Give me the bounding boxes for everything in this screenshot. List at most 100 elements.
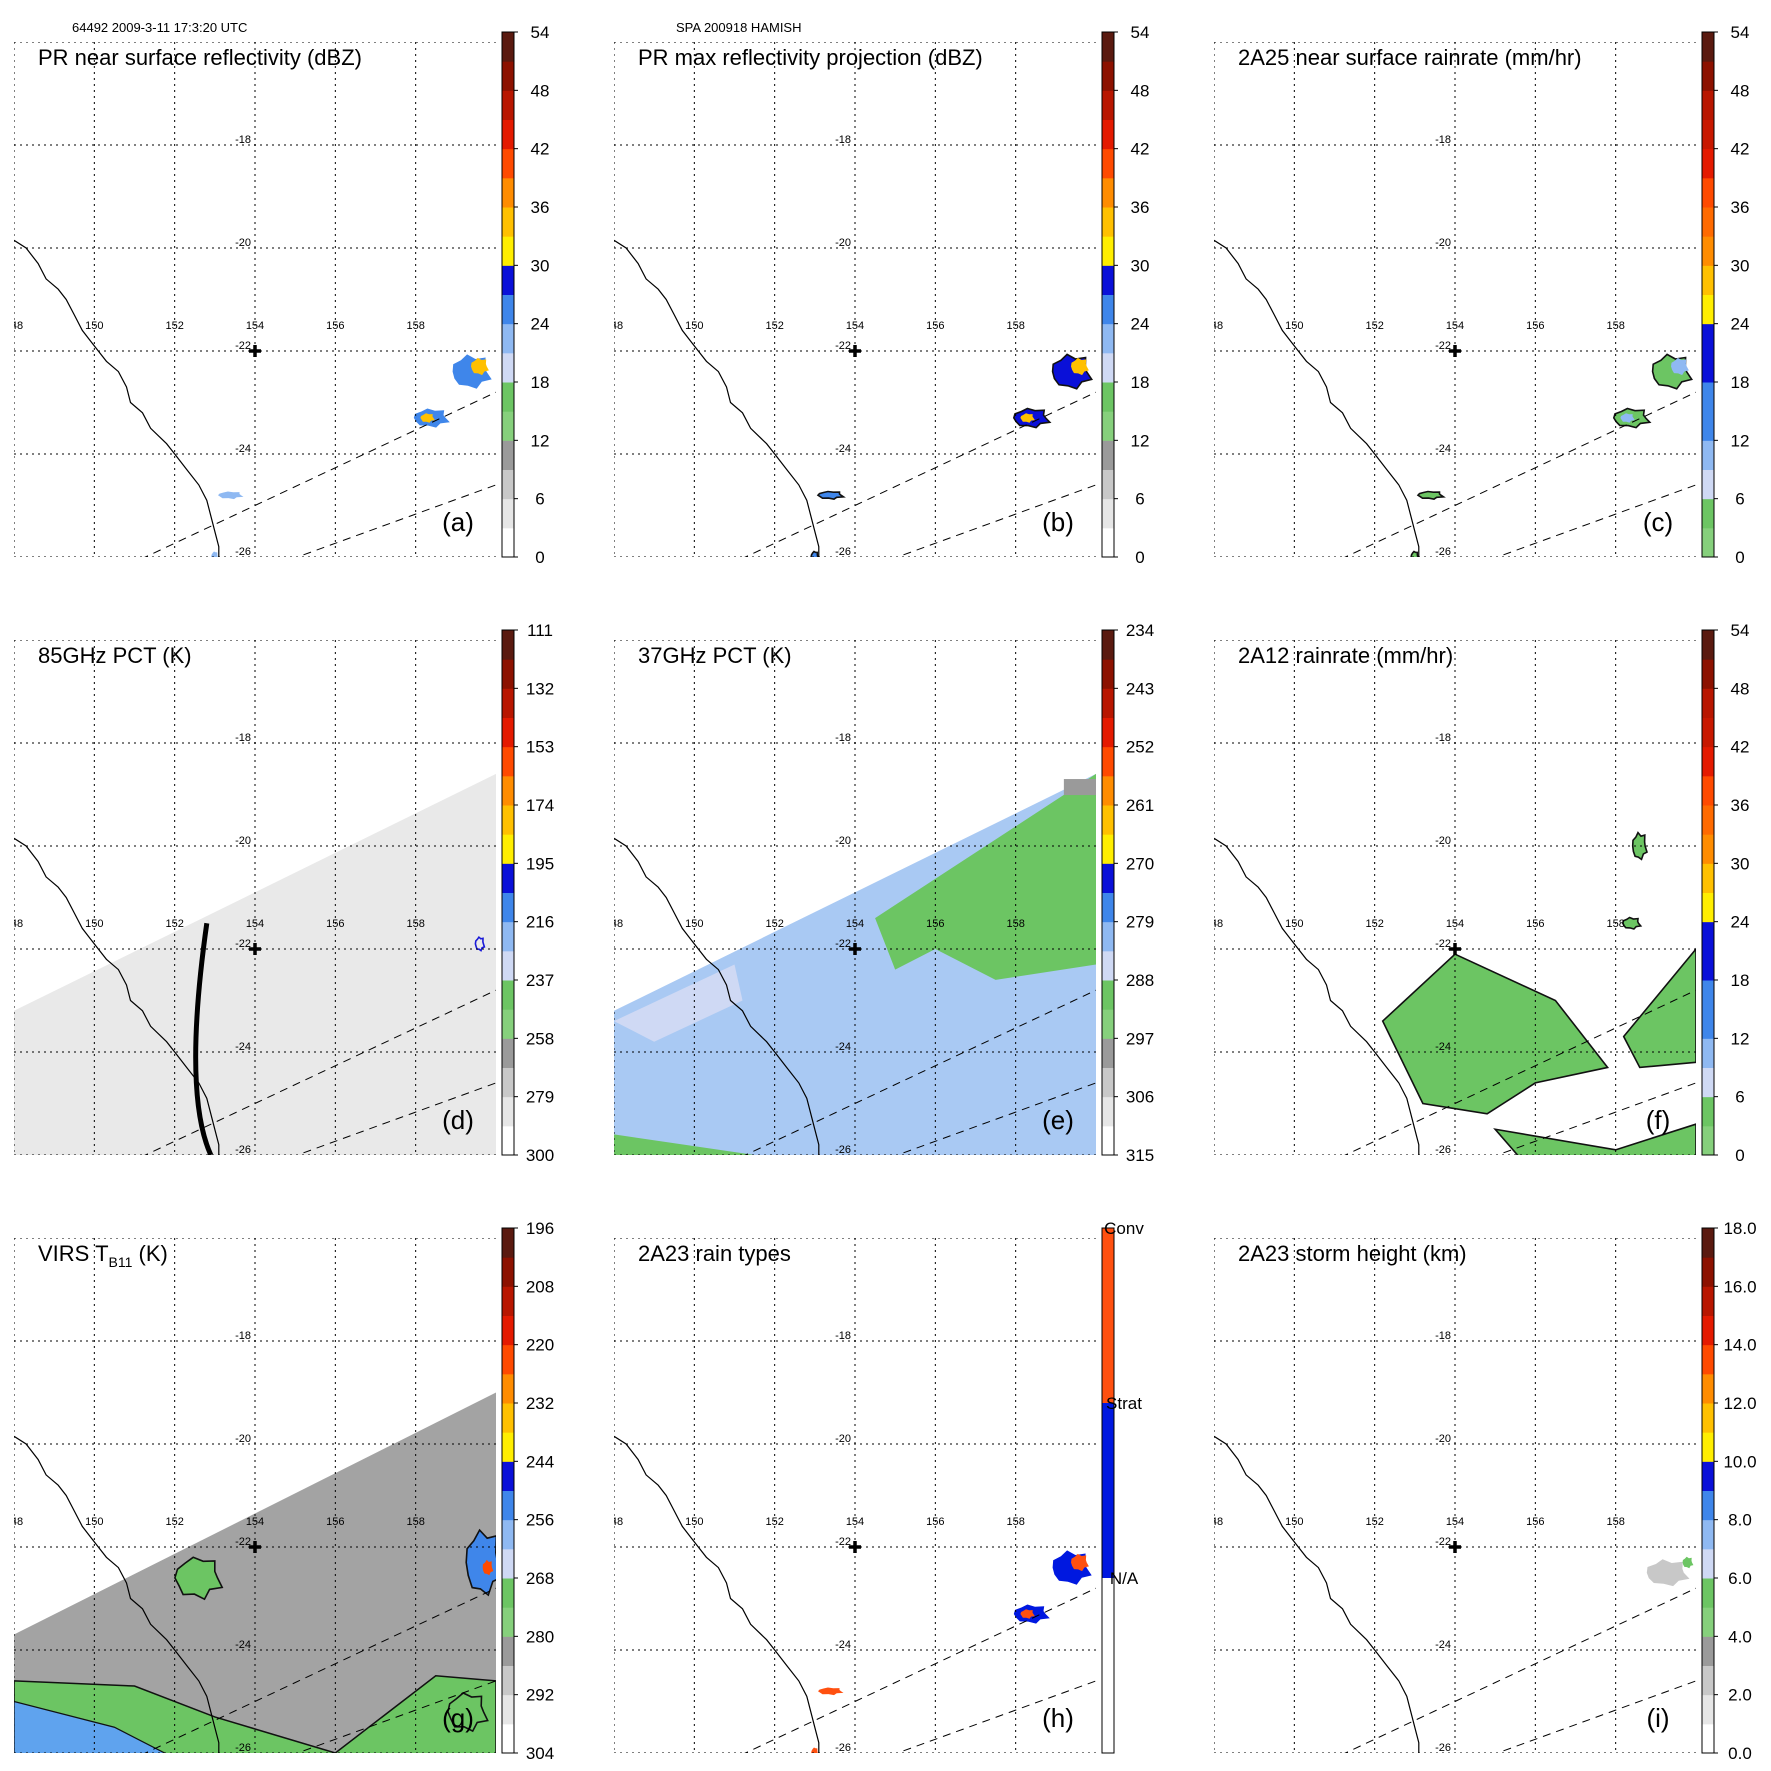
storm-center-marker bbox=[1449, 1541, 1461, 1553]
colorbar-label: 18.0 bbox=[1723, 1219, 1756, 1238]
rain-cell bbox=[1643, 1228, 1668, 1247]
latitude-label: -18 bbox=[235, 1330, 251, 1342]
longitude-label: 154 bbox=[846, 918, 864, 930]
panel-f: 148 150 152 154 156 158 -16 -18 -20 -22 -24 -26 2A12… bbox=[1205, 621, 1750, 1247]
colorbar-label: 36 bbox=[1131, 198, 1150, 217]
green-region bbox=[875, 773, 1096, 980]
colorbar-segment bbox=[1702, 1461, 1714, 1491]
latitude-label: -26 bbox=[1435, 1742, 1451, 1754]
colorbar-label: 6 bbox=[535, 490, 544, 509]
colorbar-segment bbox=[1702, 61, 1714, 91]
colorbar-label: 54 bbox=[531, 23, 550, 42]
colorbar-segment bbox=[502, 1257, 514, 1287]
rain-cell bbox=[1620, 413, 1635, 423]
rain-cell bbox=[811, 1747, 818, 1753]
rain-cell bbox=[1621, 916, 1643, 930]
longitude-label: 152 bbox=[1365, 1516, 1383, 1528]
colorbar-segment bbox=[502, 90, 514, 120]
colorbar-segment bbox=[1702, 1373, 1714, 1404]
rain-cell bbox=[777, 1767, 795, 1771]
panel-c-map: 148 150 152 154 156 158 -16 -18 -20 -22 -24 -26 bbox=[1214, 31, 1696, 557]
panel-g: 148 150 152 154 156 158 -16 -18 -20 -22 -24 -26 VIRS… bbox=[14, 1219, 554, 1763]
colorbar-segment bbox=[502, 1286, 514, 1316]
longitude-label: 152 bbox=[1365, 918, 1383, 930]
colorbar-label: 306 bbox=[1126, 1088, 1154, 1107]
latitude-label: -20 bbox=[235, 835, 251, 847]
colorbar: 304 292 280 268 256 244 232 220 208 196 bbox=[501, 1219, 554, 1763]
colorbar-label: 54 bbox=[1131, 23, 1150, 42]
panel-letter: (h) bbox=[1042, 1703, 1074, 1733]
longitude-label: 158 bbox=[406, 918, 424, 930]
colorbar-label: 279 bbox=[526, 1088, 554, 1107]
panel-e: 148 150 152 154 156 158 -16 -18 -20 -22 -24 -26 37GH… bbox=[614, 621, 1154, 1165]
colorbar-segment bbox=[502, 659, 514, 689]
rain-cell bbox=[1410, 550, 1419, 557]
longitude-label: 156 bbox=[326, 1516, 344, 1528]
longitude-label: 154 bbox=[1446, 918, 1464, 930]
latitude-label: -22 bbox=[235, 340, 251, 352]
longitude-label: 156 bbox=[1526, 1516, 1544, 1528]
colorbar-label: 18 bbox=[531, 373, 550, 392]
colorbar-segment bbox=[1702, 1125, 1714, 1156]
title-subscript: B11 bbox=[109, 1254, 133, 1270]
colorbar-segment bbox=[1702, 1096, 1714, 1127]
longitude-label: 148 bbox=[5, 918, 23, 930]
colorbar-segment bbox=[502, 265, 514, 295]
longitude-label: 152 bbox=[165, 918, 183, 930]
latitude-label: -24 bbox=[1435, 1041, 1451, 1053]
colorbar-label: 4.0 bbox=[1728, 1627, 1752, 1646]
colorbar: 0 6 12 18 24 30 36 42 48 54 bbox=[1701, 23, 1750, 567]
colorbar-label: 208 bbox=[526, 1277, 554, 1296]
panel-b-map: 148 150 152 154 156 158 -16 -18 -20 -22 -24 -26 bbox=[614, 31, 1096, 558]
panel-letter: (a) bbox=[442, 507, 474, 537]
latitude-label: -16 bbox=[1435, 31, 1451, 43]
colorbar-segment bbox=[1702, 236, 1714, 266]
latitude-label: -22 bbox=[235, 1536, 251, 1548]
rain-cell bbox=[218, 491, 244, 500]
colorbar-label: 18 bbox=[1731, 373, 1750, 392]
colorbar-segment bbox=[502, 1490, 514, 1521]
latitude-label: -16 bbox=[835, 31, 851, 43]
colorbar-label: 12 bbox=[531, 431, 550, 450]
rain-cell bbox=[465, 1528, 496, 1597]
longitude-label: 158 bbox=[1006, 918, 1024, 930]
panel-c: 148 150 152 154 156 158 -16 -18 -20 -22 -24 -26 2A25… bbox=[1214, 23, 1750, 567]
colorbar-segment bbox=[1702, 1694, 1714, 1725]
longitude-label: 158 bbox=[1006, 320, 1024, 332]
coastline bbox=[614, 1435, 820, 1753]
coastline bbox=[14, 239, 220, 557]
colorbar-label: 132 bbox=[526, 679, 554, 698]
colorbar-segment bbox=[1702, 834, 1714, 864]
colorbar-segment bbox=[502, 148, 514, 179]
colorbar-segment bbox=[502, 469, 514, 500]
longitude-label: 158 bbox=[1006, 1516, 1024, 1528]
colorbar-segment bbox=[1102, 1038, 1114, 1068]
latitude-label: -20 bbox=[835, 1433, 851, 1445]
rain-cell bbox=[1071, 357, 1089, 376]
colorbar-label: 232 bbox=[526, 1394, 554, 1413]
colorbar-segment bbox=[1702, 688, 1714, 718]
colorbar-segment bbox=[502, 411, 514, 441]
colorbar-segment bbox=[502, 746, 514, 777]
colorbar-segment bbox=[1702, 498, 1714, 529]
panel-a-map: 148 150 152 154 156 158 -16 -18 -20 -22 -24 -26 bbox=[14, 42, 496, 557]
colorbar-segment bbox=[1102, 1067, 1114, 1098]
colorbar-segment bbox=[1102, 980, 1114, 1010]
colorbar-label: 304 bbox=[526, 1744, 554, 1763]
longitude-label: 152 bbox=[165, 320, 183, 332]
storm-center-marker bbox=[249, 943, 261, 955]
colorbar-segment bbox=[1702, 1038, 1714, 1068]
colorbar-segment bbox=[1702, 921, 1714, 952]
panel-f-map: 148 150 152 154 156 158 -16 -18 -20 -22 -24 -26 bbox=[1205, 640, 1696, 1247]
latitude-label: -20 bbox=[1435, 237, 1451, 249]
rain-area bbox=[1493, 1123, 1696, 1155]
latitude-label: -18 bbox=[1435, 134, 1451, 146]
longitude-label: 148 bbox=[1205, 918, 1223, 930]
rain-cell bbox=[1071, 1553, 1089, 1572]
colorbar-label: 10.0 bbox=[1723, 1452, 1756, 1471]
colorbar-label: 54 bbox=[1731, 621, 1750, 640]
colorbar-segment bbox=[1702, 1344, 1714, 1375]
latitude-label: -26 bbox=[235, 1742, 251, 1754]
longitude-label: 150 bbox=[1285, 918, 1303, 930]
latitude-label: -26 bbox=[835, 546, 851, 558]
